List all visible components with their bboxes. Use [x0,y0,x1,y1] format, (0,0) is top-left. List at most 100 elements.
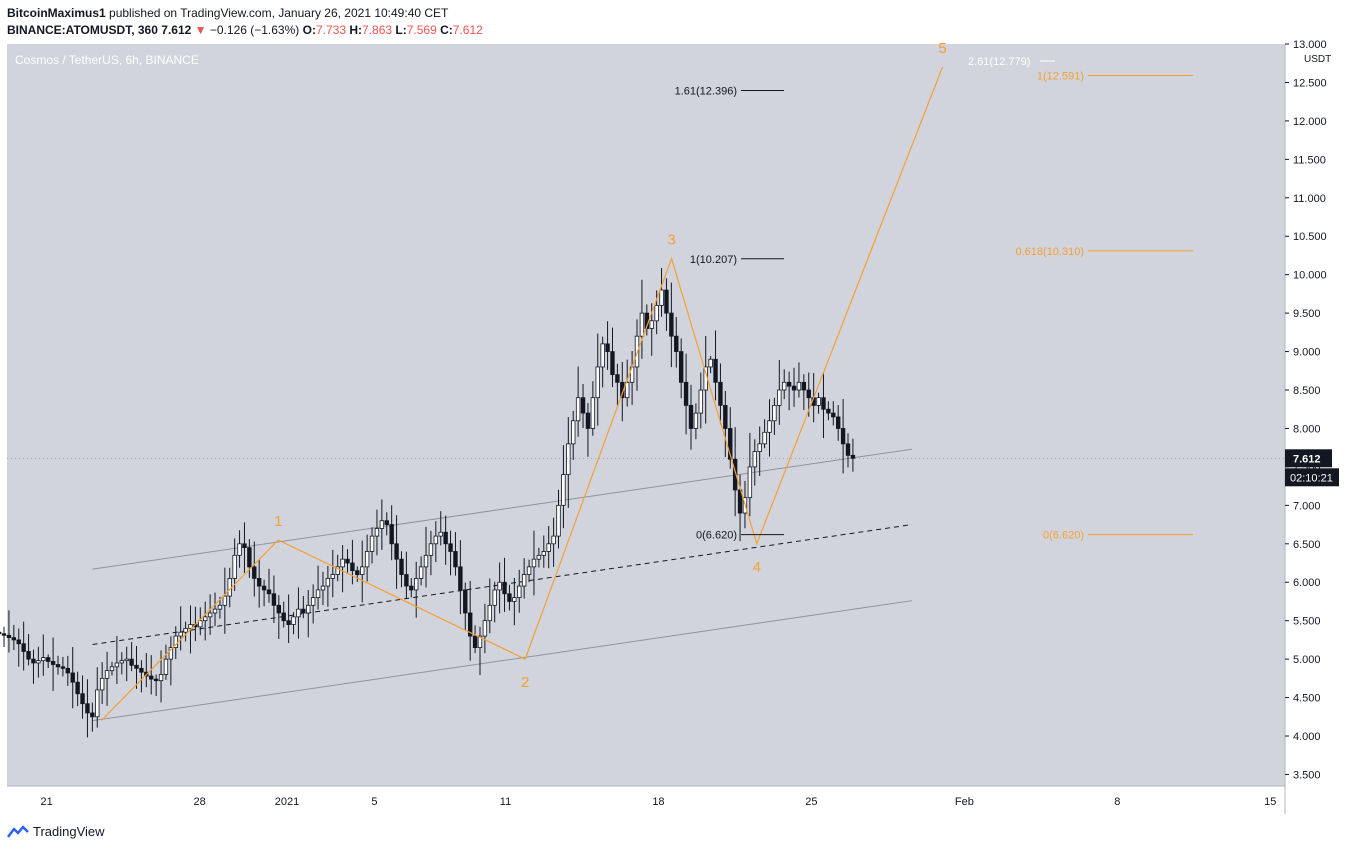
candle [502,581,507,595]
candle [791,385,797,391]
candle [261,585,267,591]
candle [335,566,340,575]
candle [65,667,71,674]
candle [55,664,61,668]
published-text: published on TradingView.com, January 26… [105,6,449,20]
candle [438,531,443,537]
x-tick-label: 11 [500,796,511,808]
candle [747,466,753,499]
candle [463,589,468,614]
candle [6,634,12,639]
candle [183,627,188,633]
candle [384,520,389,525]
candle [95,689,100,718]
wave-label: 3 [667,232,675,249]
candle [26,651,31,660]
chart-title: Cosmos / TetherUS, 6h, BINANCE [15,53,199,67]
candle [80,693,85,705]
candle [428,543,434,556]
candle [782,381,787,391]
candle [767,420,772,433]
y-tick-label: 6.500 [1293,539,1321,551]
candle [271,593,277,606]
candle [453,551,458,568]
candle [394,543,399,560]
wave-label: 1 [274,513,282,530]
footer-brand[interactable]: TradingView [33,824,105,839]
high-label: H: [349,23,363,37]
close-label: C: [440,23,453,37]
candle [718,381,723,406]
change-label: −0.126 (−1.63%) [209,23,300,37]
candle [232,554,237,579]
candle [41,657,46,662]
low-label: L: [395,23,407,37]
candle [389,524,394,545]
elliott-wave-path[interactable] [100,66,944,722]
candle [723,404,728,429]
candle [1,633,7,636]
y-tick-label: 8.000 [1293,423,1321,435]
candle [556,504,561,537]
x-tick-label: 15 [1264,796,1276,808]
x-tick-label: 21 [41,796,53,808]
candle [688,404,694,429]
candle [404,574,409,587]
candle [816,397,821,406]
candle [409,585,414,591]
last-price-value: 7.612 [1293,453,1321,465]
candle [600,343,605,368]
x-tick-label: 5 [371,796,377,808]
candle [158,674,164,682]
candle [247,547,252,568]
plot-area[interactable] [7,44,1285,786]
candle [242,543,247,549]
low-value: 7.569 [406,23,437,37]
candle [310,597,316,606]
candle [517,585,522,599]
candle [624,381,630,399]
channel-upper-line[interactable] [92,448,912,570]
candle [492,589,497,606]
candle [31,658,36,664]
tradingview-logo-icon[interactable] [7,825,29,839]
candle [60,666,66,669]
channel-lower-line[interactable] [92,600,912,722]
y-tick-label: 12.500 [1293,77,1327,89]
wave-label: 4 [753,559,761,576]
candle [109,666,115,672]
y-tick-label: 7.000 [1293,500,1321,512]
candle [664,289,669,314]
time-axis[interactable] [7,786,1285,814]
candle [281,612,286,622]
y-tick-label: 6.000 [1293,577,1321,589]
y-tick-label: 13.000 [1293,39,1327,51]
candle [139,667,144,673]
candle [497,581,502,591]
candle [168,647,174,660]
candle [153,678,159,682]
candle [678,351,684,383]
author-name[interactable]: BitcoinMaximus1 [7,6,106,20]
candle [482,620,488,637]
candle [487,604,493,622]
candle [306,604,311,614]
channel-middle-line[interactable] [92,524,912,646]
y-tick-label: 8.500 [1293,385,1321,397]
x-tick-label: 28 [193,796,205,808]
candle [423,554,429,568]
candle [0,631,2,635]
candle [320,585,326,591]
candle [615,374,620,383]
y-tick-label: 4.500 [1293,693,1321,705]
candle [821,397,826,410]
y-tick-label: 3.500 [1293,769,1321,781]
candle [571,420,576,445]
candle [188,624,193,629]
candle [840,428,846,445]
price-axis[interactable] [1285,44,1357,786]
y-tick-label: 11.500 [1293,154,1326,166]
candle [286,620,291,625]
fib-black-level-label: 1.61(12.396) [675,85,737,97]
